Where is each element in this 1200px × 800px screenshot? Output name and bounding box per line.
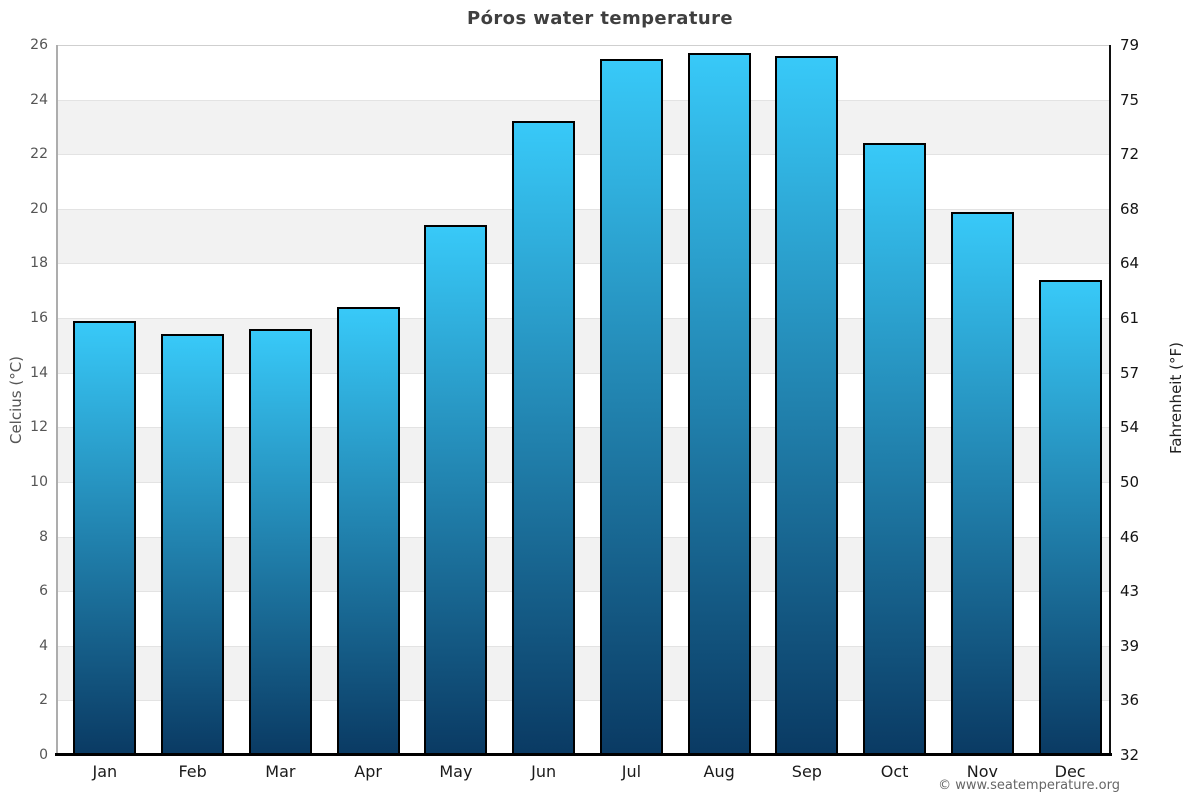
bar-nov [950,211,1014,755]
fahrenheit-tick-label: 75 [1120,90,1140,109]
fahrenheit-tick-label: 57 [1120,363,1140,382]
grid-band [57,427,1110,482]
gridline [57,99,1110,101]
bar-apr [336,307,400,755]
right-axis-title: Fahrenheit (°F) [1167,342,1185,454]
left-axis-line [56,45,58,755]
fahrenheit-tick-label: 50 [1120,472,1140,491]
month-label-feb: Feb [178,762,207,781]
month-label-jan: Jan [92,762,118,781]
month-label-aug: Aug [703,762,735,781]
celsius-tick-label: 8 [39,528,48,545]
fahrenheit-tick-label: 39 [1120,636,1140,655]
month-label-apr: Apr [354,762,382,781]
bottom-axis-line [55,753,1112,756]
celsius-tick-label: 4 [39,637,48,654]
celsius-tick-label: 26 [30,37,48,53]
fahrenheit-tick-label: 32 [1120,746,1140,764]
grid-band [57,318,1110,373]
celsius-tick-label: 12 [30,419,48,436]
month-label-mar: Mar [265,762,296,781]
fahrenheit-tick-label: 46 [1120,527,1140,546]
copyright-text: © www.seatemperature.org [938,778,1120,793]
gridline [57,645,1110,647]
bar-aug [687,53,751,755]
gridline [57,481,1110,483]
gridline [57,318,1110,320]
gridline [57,263,1110,265]
bar-oct [863,143,927,755]
celsius-tick-label: 24 [30,91,48,108]
celsius-tick-label: 2 [39,692,48,709]
gridline [57,45,1110,46]
fahrenheit-tick-label: 68 [1120,199,1140,218]
celsius-tick-label: 0 [39,747,48,763]
bar-sep [775,55,839,755]
right-axis-line [1109,45,1111,755]
gridline [57,208,1110,210]
gridline [57,591,1110,593]
celsius-tick-label: 10 [30,473,48,490]
fahrenheit-tick-label: 72 [1120,145,1140,164]
gridline [57,154,1110,156]
chart-title: Póros water temperature [467,8,733,29]
month-label-may: May [439,762,473,781]
grid-band [57,645,1110,701]
bar-jan [73,320,137,755]
celsius-tick-label: 22 [30,146,48,163]
fahrenheit-tick-label: 79 [1120,36,1140,54]
celsius-tick-label: 20 [30,200,48,217]
month-label-jun: Jun [531,762,557,781]
celsius-tick-label: 16 [30,310,48,327]
fahrenheit-tick-label: 43 [1120,582,1140,601]
celsius-tick-label: 6 [39,583,48,600]
gridline [57,372,1110,374]
bar-may [424,225,488,755]
grid-band [57,99,1110,155]
bar-feb [161,334,225,755]
fahrenheit-tick-label: 54 [1120,418,1140,437]
month-label-jul: Jul [621,762,642,781]
celsius-tick-label: 18 [30,255,48,272]
bar-dec [1038,279,1102,755]
fahrenheit-tick-label: 61 [1120,309,1140,328]
bar-mar [248,329,312,755]
bar-jul [599,58,663,755]
grid-band [57,536,1110,592]
gridline [57,536,1110,538]
month-label-oct: Oct [880,762,909,781]
grid-band [57,208,1110,264]
celsius-tick-label: 14 [30,364,48,381]
month-label-nov: Nov [966,762,998,781]
fahrenheit-tick-label: 36 [1120,691,1140,710]
month-label-dec: Dec [1054,762,1086,781]
bar-jun [512,121,576,755]
fahrenheit-tick-label: 64 [1120,254,1140,273]
gridline [57,700,1110,702]
gridline [57,427,1110,429]
month-label-sep: Sep [791,762,822,781]
